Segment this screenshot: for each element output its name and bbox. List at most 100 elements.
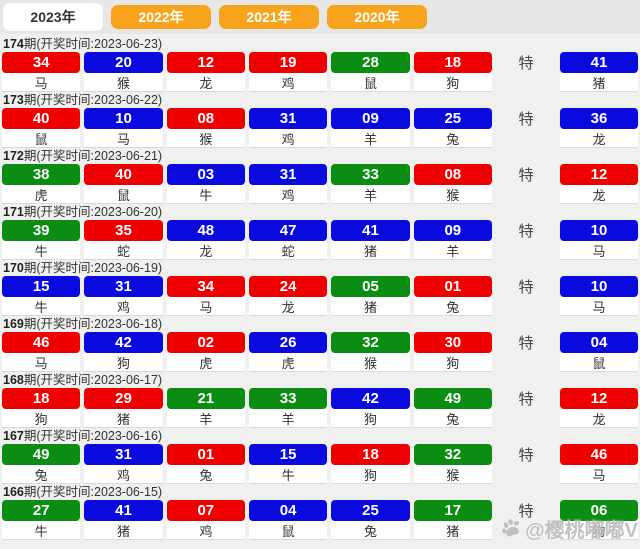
result-row: 167期(开奖时间:2023-06-16) 49 兔 31 鸡 01 兔 15 牛 18 狗 32 猴特… — [0, 428, 640, 484]
number-ball: 40 — [84, 164, 163, 185]
draw-header: 170期(开奖时间:2023-06-19) — [0, 260, 640, 276]
zodiac-label: 猪 — [559, 73, 638, 92]
zodiac-label: 狗 — [331, 465, 410, 484]
number-cell: 42 狗 — [331, 388, 410, 428]
number-ball: 01 — [413, 276, 492, 297]
zodiac-label: 马 — [166, 297, 245, 316]
number-cell: 02 虎 — [166, 332, 245, 372]
tab-year-2023年[interactable]: 2023年 — [3, 3, 103, 31]
special-label: 特 — [518, 447, 534, 464]
zodiac-label: 狗 — [84, 353, 163, 372]
number-ball: 41 — [559, 52, 638, 73]
number-ball: 19 — [248, 52, 328, 73]
period-number: 174 — [3, 37, 24, 51]
period-number: 172 — [3, 149, 24, 163]
number-cell: 34 马 — [2, 52, 81, 92]
number-cell: 31 鸡 — [84, 276, 163, 316]
number-ball: 39 — [2, 220, 81, 241]
zodiac-label: 虎 — [2, 185, 81, 204]
number-cell: 18 狗 — [413, 52, 492, 92]
draw-header: 167期(开奖时间:2023-06-16) — [0, 428, 640, 444]
period-number: 170 — [3, 261, 24, 275]
zodiac-label: 猪 — [331, 241, 410, 260]
special-label: 特 — [518, 503, 534, 520]
number-ball: 15 — [2, 276, 81, 297]
number-cells: 39 牛 35 蛇 48 龙 47 蛇 41 猪 09 羊特 10 马 — [0, 220, 640, 260]
zodiac-label: 羊 — [331, 129, 410, 148]
number-ball: 31 — [84, 276, 163, 297]
result-row: 170期(开奖时间:2023-06-19) 15 牛 31 鸡 34 马 24 龙 05 猪 01 兔特… — [0, 260, 640, 316]
zodiac-label: 鸡 — [166, 521, 245, 540]
number-cell: 01 兔 — [166, 444, 245, 484]
results-list: 174期(开奖时间:2023-06-23) 34 马 20 猴 12 龙 19 鸡 28 鼠 18 狗特… — [0, 34, 640, 540]
draw-header: 172期(开奖时间:2023-06-21) — [0, 148, 640, 164]
period-number: 173 — [3, 93, 24, 107]
number-cell: 18 狗 — [331, 444, 410, 484]
draw-header: 171期(开奖时间:2023-06-20) — [0, 204, 640, 220]
number-ball: 21 — [166, 388, 245, 409]
year-tabs: 2023年 2022年 2021年 2020年 — [0, 0, 640, 34]
result-row: 173期(开奖时间:2023-06-22) 40 鼠 10 马 08 猴 31 鸡 09 羊 25 兔 特… — [0, 92, 640, 148]
number-ball: 08 — [166, 108, 245, 129]
zodiac-label: 狗 — [331, 409, 410, 428]
zodiac-label: 猪 — [413, 521, 492, 540]
zodiac-label: 龙 — [559, 185, 638, 204]
zodiac-label: 马 — [559, 465, 638, 484]
number-cell: 21 羊 — [166, 388, 245, 428]
number-ball: 01 — [166, 444, 245, 465]
number-ball: 15 — [248, 444, 328, 465]
draw-time: 期(开奖时间:2023-06-23) — [23, 37, 163, 51]
zodiac-label: 马 — [84, 129, 163, 148]
number-cells: 34 马 20 猴 12 龙 19 鸡 28 鼠 18 狗 特 41 猪 — [0, 52, 640, 92]
result-row: 174期(开奖时间:2023-06-23) 34 马 20 猴 12 龙 19 鸡 28 鼠 18 狗 特… — [0, 36, 640, 92]
result-row: 169期(开奖时间:2023-06-18) 46 马 42 狗 02 虎 26 虎 32 猴 30 狗特… — [0, 316, 640, 372]
number-ball: 25 — [413, 108, 492, 129]
number-cells: 46 马 42 狗 02 虎 26 虎 32 猴 30 狗特 04 鼠 — [0, 332, 640, 372]
number-ball: 07 — [166, 500, 245, 521]
number-cell: 26 虎 — [248, 332, 328, 372]
number-cell: 08 猴 — [166, 108, 245, 148]
special-number-cell: 41 猪 — [559, 52, 638, 92]
number-ball: 32 — [413, 444, 492, 465]
zodiac-label: 虎 — [166, 353, 245, 372]
number-ball: 12 — [559, 164, 638, 185]
result-row: 168期(开奖时间:2023-06-17) 18 狗 29 猪 21 羊 33 羊 42 狗 49 兔特… — [0, 372, 640, 428]
number-ball: 30 — [413, 332, 492, 353]
number-ball: 32 — [331, 332, 410, 353]
tab-year-2020年[interactable]: 2020年 — [327, 5, 427, 29]
number-cell: 35 蛇 — [84, 220, 163, 260]
special-number-cell: 06 狗 — [559, 500, 638, 540]
number-cell: 49 兔 — [2, 444, 81, 484]
number-cell: 30 狗 — [413, 332, 492, 372]
draw-header: 169期(开奖时间:2023-06-18) — [0, 316, 640, 332]
zodiac-label: 龙 — [166, 241, 245, 260]
draw-header: 168期(开奖时间:2023-06-17) — [0, 372, 640, 388]
special-label: 特 — [518, 223, 534, 240]
special-number-cell: 36 龙 — [559, 108, 638, 148]
number-ball: 27 — [2, 500, 81, 521]
number-cell: 18 狗 — [2, 388, 81, 428]
draw-header: 174期(开奖时间:2023-06-23) — [0, 36, 640, 52]
period-number: 168 — [3, 373, 24, 387]
period-number: 169 — [3, 317, 24, 331]
tab-year-2021年[interactable]: 2021年 — [219, 5, 319, 29]
number-cell: 08 猴 — [413, 164, 492, 204]
number-ball: 04 — [559, 332, 638, 353]
zodiac-label: 龙 — [559, 409, 638, 428]
number-cell: 25 兔 — [331, 500, 410, 540]
zodiac-label: 猴 — [84, 73, 163, 92]
zodiac-label: 鸡 — [248, 73, 328, 92]
number-cell: 15 牛 — [248, 444, 328, 484]
number-ball: 42 — [331, 388, 410, 409]
result-row: 166期(开奖时间:2023-06-15) 27 牛 41 猪 07 鸡 04 鼠 25 兔 17 猪特… — [0, 484, 640, 540]
number-ball: 41 — [331, 220, 410, 241]
zodiac-label: 狗 — [413, 353, 492, 372]
zodiac-label: 鼠 — [2, 129, 81, 148]
number-cell: 31 鸡 — [84, 444, 163, 484]
zodiac-label: 猪 — [84, 409, 163, 428]
zodiac-label: 兔 — [331, 521, 410, 540]
tab-year-2022年[interactable]: 2022年 — [111, 5, 211, 29]
zodiac-label: 兔 — [413, 129, 492, 148]
number-ball: 24 — [248, 276, 328, 297]
number-cell: 19 鸡 — [248, 52, 328, 92]
